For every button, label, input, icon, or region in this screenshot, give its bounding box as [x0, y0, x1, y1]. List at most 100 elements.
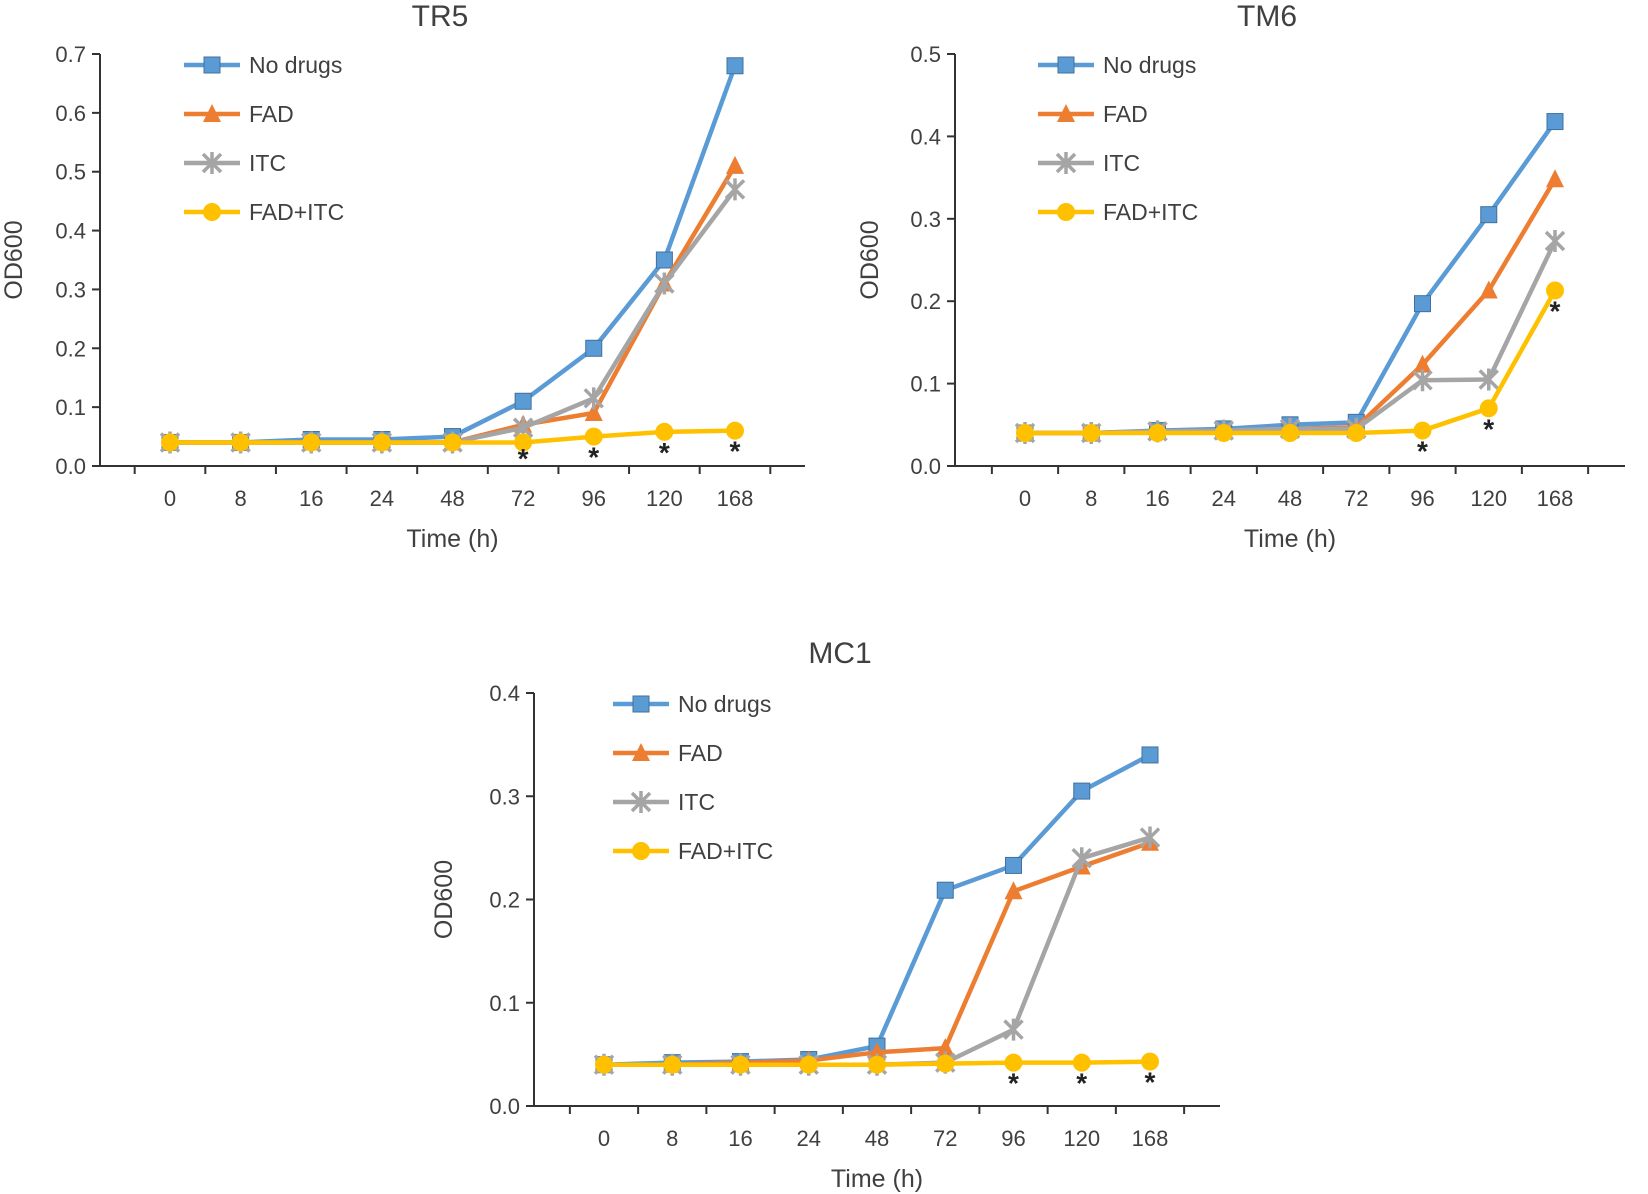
significance-marker: *: [588, 442, 599, 473]
data-point: [443, 433, 462, 452]
x-tick-label: 24: [1212, 486, 1236, 511]
x-tick-label: 0: [164, 486, 176, 511]
y-tick-label: 0.5: [55, 160, 86, 185]
legend-entry: FAD: [184, 101, 294, 127]
data-point: [1004, 1053, 1023, 1072]
x-tick-label: 48: [440, 486, 464, 511]
series-fad-itc: [1016, 281, 1564, 443]
data-point: [514, 392, 532, 410]
legend-entry: ITC: [184, 150, 286, 176]
legend-marker: [203, 56, 221, 74]
x-tick-label: 168: [1132, 1126, 1169, 1151]
data-point: [302, 433, 321, 452]
legend-marker: [201, 152, 223, 174]
legend-marker: [1057, 56, 1075, 74]
y-tick-label: 0.1: [489, 991, 520, 1016]
y-tick-label: 0.3: [910, 207, 941, 232]
legend-label: No drugs: [249, 52, 342, 78]
data-point: [584, 427, 603, 446]
data-point: [1414, 295, 1431, 313]
significance-marker: *: [1550, 295, 1561, 326]
x-tick-label: 8: [1085, 486, 1097, 511]
x-tick-label: 120: [646, 486, 683, 511]
y-tick-label: 0.7: [55, 42, 86, 67]
significance-marker: *: [518, 443, 529, 474]
x-tick-label: 48: [1278, 486, 1302, 511]
legend-marker: [1057, 104, 1075, 122]
x-tick-label: 168: [1537, 486, 1574, 511]
data-point: [1479, 280, 1498, 299]
data-point: [936, 881, 954, 899]
legend-label: ITC: [678, 789, 715, 815]
legend-label: FAD+ITC: [249, 199, 344, 225]
chart-mc1: MC1 0.0 0.1 0.2 0.3 0.4 0 8 16 24 48 72 96 120 168 Time…: [430, 637, 1220, 1193]
legend-label: ITC: [1103, 150, 1140, 176]
significance-marker: *: [1417, 436, 1428, 467]
significance-marker: *: [730, 436, 741, 467]
data-point: [1412, 369, 1433, 392]
legend-marker: [203, 104, 221, 122]
x-axis-title: Time (h): [1244, 525, 1336, 553]
data-point: [585, 339, 603, 357]
y-tick-label: 0.4: [489, 681, 520, 706]
data-point: [1073, 782, 1091, 800]
legend-entry: FAD+ITC: [613, 838, 773, 864]
data-point: [161, 433, 179, 452]
x-tick-label: 8: [666, 1126, 678, 1151]
x-tick-label: 8: [235, 486, 247, 511]
y-tick-label: 0.2: [55, 336, 86, 361]
data-point: [655, 251, 673, 269]
x-tick-label: 96: [582, 486, 606, 511]
y-tick-label: 0.3: [55, 277, 86, 302]
data-point: [1546, 113, 1564, 131]
x-tick-label: 16: [728, 1126, 752, 1151]
significance-marker: *: [1008, 1068, 1019, 1099]
series-fad-itc: [595, 1052, 1159, 1074]
data-point: [1281, 424, 1299, 443]
y-tick-label: 0.0: [910, 454, 941, 479]
data-point: [1141, 1052, 1159, 1071]
series-line: [1025, 240, 1558, 436]
legend-entry: ITC: [1038, 150, 1140, 176]
data-point: [514, 433, 533, 452]
legend-label: No drugs: [1103, 52, 1196, 78]
legend-label: FAD: [678, 740, 723, 766]
legend-label: No drugs: [678, 691, 771, 717]
data-point: [1546, 281, 1564, 300]
data-point: [724, 178, 746, 201]
x-tick-label: 24: [797, 1126, 821, 1151]
legend-entry: No drugs: [1038, 52, 1196, 78]
y-tick-label: 0.2: [489, 888, 520, 913]
data-point: [1082, 424, 1101, 443]
data-point: [1004, 881, 1023, 900]
x-tick-label: 48: [865, 1126, 889, 1151]
data-point: [654, 272, 675, 295]
data-point: [372, 433, 391, 452]
significance-marker: *: [1483, 413, 1494, 444]
data-point: [1347, 424, 1366, 443]
data-point: [936, 1038, 955, 1057]
data-point: [799, 1055, 818, 1074]
x-tick-label: 120: [1470, 486, 1507, 511]
data-point: [1148, 424, 1167, 443]
data-point: [663, 1055, 682, 1074]
x-tick-label: 96: [1001, 1126, 1025, 1151]
legend-entry: FAD+ITC: [184, 199, 344, 225]
data-point: [1214, 424, 1233, 443]
legend-marker: [630, 791, 652, 813]
series-line: [1025, 289, 1557, 436]
x-tick-label: 120: [1063, 1126, 1100, 1151]
significance-marker: *: [1145, 1067, 1156, 1098]
x-tick-label: 72: [511, 486, 535, 511]
data-point: [1479, 399, 1498, 418]
data-point: [1005, 856, 1022, 874]
legend-entry: ITC: [613, 789, 715, 815]
data-point: [731, 1055, 750, 1074]
legend-label: FAD: [1103, 101, 1148, 127]
legend-marker: [203, 203, 221, 221]
legend-marker: [632, 695, 650, 713]
data-point: [1413, 421, 1432, 440]
data-point: [1139, 826, 1161, 849]
data-point: [583, 387, 604, 410]
data-point: [726, 57, 744, 75]
